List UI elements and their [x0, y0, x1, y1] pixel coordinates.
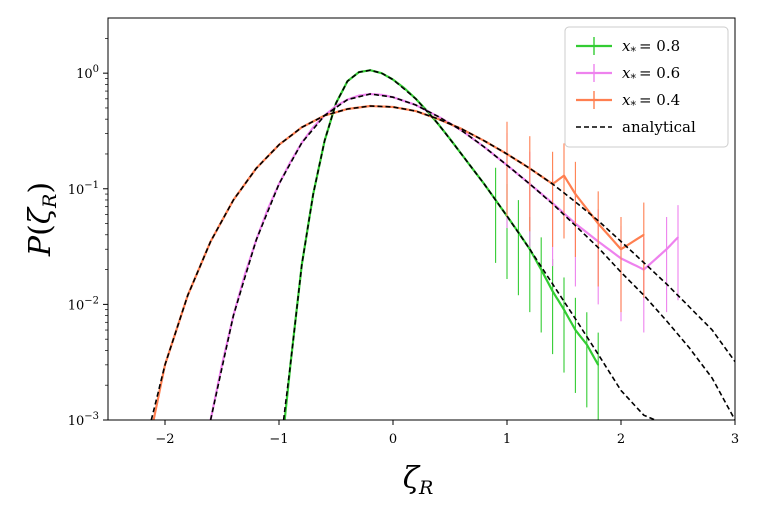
legend-item: x* = 0.8 [576, 37, 680, 58]
data-point [289, 161, 292, 163]
x-axis-label: ζR [403, 461, 434, 499]
y-tick-label: 10−2 [68, 295, 99, 313]
x-tick-label: 1 [503, 432, 511, 447]
y-axis: 10−3 10−2 10−1 100 [68, 38, 108, 429]
y-tick-label: 100 [76, 64, 99, 82]
data-point [574, 329, 577, 331]
data-point [665, 248, 668, 251]
legend-item: analytical [576, 118, 696, 136]
legend-box [564, 26, 729, 148]
legend-label: analytical [622, 118, 696, 136]
legend-item: x* = 0.6 [576, 64, 680, 85]
data-point [437, 118, 440, 120]
data-point [415, 110, 417, 112]
data-point [643, 233, 645, 236]
y-tick-label: 10−1 [68, 180, 99, 198]
x-tick-label: 3 [731, 432, 739, 447]
x-tick-label: 0 [389, 432, 397, 447]
data-point [540, 268, 542, 271]
data-layer [150, 69, 735, 420]
data-point [529, 167, 531, 170]
legend-label: x* = 0.8 [622, 37, 680, 58]
data-point [278, 183, 280, 185]
data-point [597, 364, 599, 366]
x-tick-label: −2 [155, 432, 174, 447]
data-point [677, 236, 679, 239]
data-point [586, 343, 588, 346]
data-point [392, 106, 394, 108]
y-tick-label: 10−3 [68, 411, 99, 429]
data-point [472, 168, 474, 170]
analytical-curves [150, 69, 735, 420]
data-point [597, 222, 599, 225]
plot-frame [107, 17, 736, 421]
data-point [335, 105, 337, 107]
data-point [563, 174, 565, 177]
x-tick-label: −1 [269, 432, 288, 447]
y-axis-label: P(ζR) [23, 182, 61, 257]
data-point [574, 193, 577, 195]
legend: x* = 0.8 x* = 0.6 x* = 0.4 analytical [564, 26, 729, 148]
x-tick-label: 2 [617, 432, 625, 447]
analytical-curve [150, 105, 735, 420]
x-axis: −2 −1 0 1 2 3 [155, 420, 739, 447]
data-point [563, 308, 565, 311]
legend-item: x* = 0.4 [576, 91, 680, 112]
data-point [551, 290, 554, 293]
data-point [620, 248, 622, 251]
legend-label: x* = 0.4 [622, 91, 680, 112]
legend-label: x* = 0.6 [622, 64, 680, 85]
analytical-curve [209, 93, 735, 420]
analytical-curve [282, 69, 656, 420]
